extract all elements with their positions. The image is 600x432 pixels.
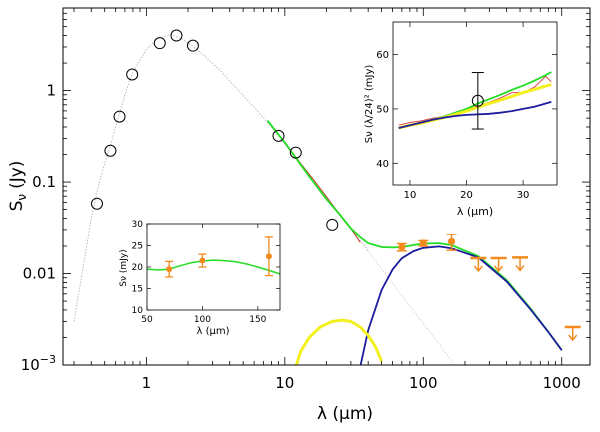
inset-right-point	[471, 94, 484, 107]
inset-right-y-label: Sν (λ/24)² (mJy)	[364, 65, 375, 144]
y-axis-label-unit: (Jy)	[7, 161, 27, 189]
total-model-line	[266, 120, 563, 351]
main-plot: 1 10 100 1000 10−3 0.01 0.1 1 λ (μm) Sν (Jy)	[7, 7, 591, 424]
photometry-circle	[104, 144, 117, 157]
inset-right-y-tick-label: 40	[376, 159, 389, 170]
inset-right-x-tick-label: 30	[517, 190, 530, 201]
inset-left-axes-group: 50 100 150 10 15 20 25 30	[132, 220, 280, 325]
main-axes-group: 1 10 100 1000 10−3 0.01 0.1 1	[21, 7, 590, 392]
far-ir-point	[398, 243, 406, 251]
cold-dust-model-line	[359, 245, 563, 365]
svg-text:Sν(Jy): Sν (Jy)	[7, 161, 29, 212]
inset-right-x-label: λ (μm)	[457, 205, 493, 218]
svg-text:Sν (mJy): Sν (mJy)	[119, 249, 129, 286]
far-ir-point	[419, 239, 427, 247]
photometry-circle	[153, 37, 166, 50]
inset-left-x-tick-label: 150	[249, 315, 266, 325]
photometry-circle	[113, 110, 126, 123]
y-axis-label-main: S	[7, 201, 27, 212]
upper-limit-arrowhead	[473, 265, 483, 273]
photometry-circle	[272, 129, 285, 142]
y-axis-label-sub: ν	[15, 194, 29, 201]
main-series-group	[73, 34, 563, 365]
photosphere-extrapolation-line	[339, 213, 455, 365]
inset-left-x-tick-label: 100	[194, 315, 211, 325]
y-axis-label: Sν (Jy)	[7, 161, 29, 212]
inset-left-y-label: Sν (mJy)	[119, 249, 129, 286]
inset-left-y-tick-label: 25	[132, 242, 143, 252]
inset-right-x-tick-label: 20	[460, 190, 473, 201]
inset-left-y-tick-label: 30	[132, 220, 144, 230]
inset-left-point	[199, 257, 206, 264]
x-axis-label: λ (μm)	[317, 404, 373, 424]
warm-dust-model-line	[294, 318, 383, 365]
inset-left-background	[115, 213, 293, 335]
svg-text:Sν (λ/24)² (mJy): Sν (λ/24)² (mJy)	[364, 65, 375, 144]
photometry-circle	[289, 146, 302, 159]
inset-left-series-group	[147, 236, 280, 278]
y-tick-label: 10−3	[21, 353, 56, 374]
inset-left-x-label: λ (μm)	[196, 326, 229, 337]
upper-limit-arrowhead	[568, 334, 578, 342]
stellar-spectrum-line	[73, 34, 369, 322]
inset-right-background	[362, 16, 582, 234]
inset-left-x-tick-label: 50	[141, 315, 153, 325]
upper-limit-arrowhead	[515, 264, 525, 272]
photometry-circle	[170, 29, 183, 42]
main-marks-group	[90, 29, 581, 342]
inset-right-frame	[392, 21, 558, 186]
y-tick-label: 0.01	[23, 265, 56, 283]
x-tick-label: 100	[409, 374, 438, 392]
inset-left-point	[265, 253, 272, 260]
y-tick-label: 1	[46, 82, 56, 100]
inset-left-y-tick-label: 15	[132, 285, 143, 295]
inset-right-y-tick-label: 50	[376, 104, 389, 115]
inset-right-plot: 10 20 30 40 50 60 λ (μm) Sν (λ/24)² (mJy)	[362, 16, 582, 234]
photometry-circle	[90, 197, 103, 210]
inset-left-point	[166, 266, 173, 273]
photometry-circle	[326, 218, 339, 231]
inset-right-y-tick-label: 60	[376, 50, 389, 61]
upper-limit-arrowhead	[494, 265, 504, 273]
inset-left-y-tick-label: 20	[132, 263, 144, 273]
photometry-circle	[126, 68, 139, 81]
inset-right-series-group	[398, 71, 552, 130]
y-tick-label: 0.1	[32, 173, 56, 191]
x-tick-label: 1	[142, 374, 152, 392]
x-tick-label: 1000	[543, 374, 581, 392]
inset-left-plot: 50 100 150 10 15 20 25 30 λ (μm) Sν (mJy)	[115, 213, 293, 337]
far-ir-point	[447, 237, 456, 245]
photometry-circle	[186, 39, 199, 52]
inset-right-x-tick-label: 10	[404, 190, 417, 201]
x-tick-label: 10	[275, 374, 294, 392]
inset-left-y-tick-label: 10	[132, 306, 144, 316]
inset-right-axes-group: 10 20 30 40 50 60	[376, 22, 557, 201]
